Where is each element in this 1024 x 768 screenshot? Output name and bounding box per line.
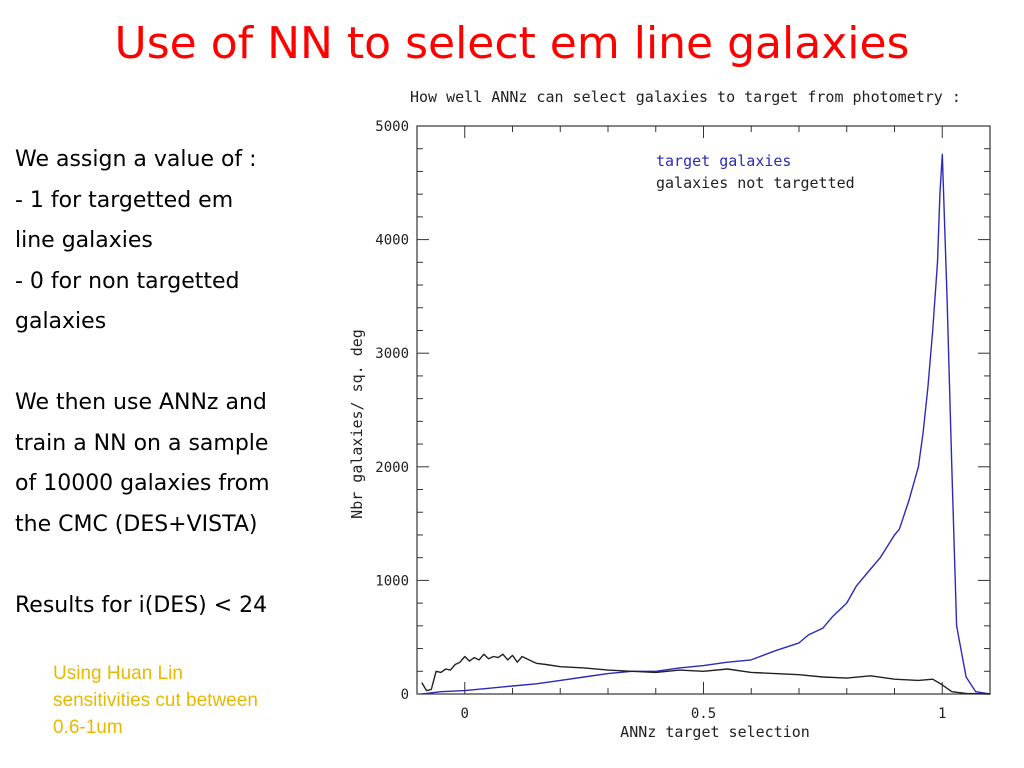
body-line: We then use ANNz and <box>15 390 267 415</box>
body-line: of 10000 galaxies from <box>15 471 270 496</box>
body-line: Results for i(DES) < 24 <box>15 592 268 618</box>
series-lines <box>421 153 991 695</box>
axis-ticks <box>416 125 991 695</box>
x-tick-labels: 0 0.5 1 <box>461 706 947 722</box>
body-line: We assign a value of : <box>15 147 257 172</box>
series-line-not-targetted <box>421 653 991 695</box>
series-line-target-galaxies <box>421 153 991 695</box>
note-line: 0.6-1um <box>53 717 123 738</box>
y-tick-label: 3000 <box>375 346 409 362</box>
plot-border <box>416 125 991 695</box>
slide-title: Use of NN to select em line galaxies <box>114 18 910 69</box>
body-line: - 0 for non targetted <box>15 268 240 294</box>
plot-frame <box>416 125 991 695</box>
body-text: We assign a value of : - 1 for targetted … <box>15 140 345 626</box>
note-line: sensitivities cut between <box>53 690 258 711</box>
body-line: the CMC (DES+VISTA) <box>15 511 258 537</box>
y-tick-labels: 0 1000 2000 3000 4000 5000 <box>375 119 409 703</box>
body-line: train a NN on a sample <box>15 430 269 456</box>
y-tick-label: 0 <box>401 687 409 703</box>
y-tick-label: 1000 <box>375 573 409 589</box>
y-tick-label: 5000 <box>375 119 409 135</box>
x-axis-label: ANNz target selection <box>620 723 810 741</box>
x-tick-label: 0 <box>461 706 469 722</box>
body-line: line galaxies <box>15 228 153 253</box>
body-line: - 1 for targetted em <box>15 187 234 213</box>
body-line: galaxies <box>15 309 107 334</box>
body-line <box>15 545 345 586</box>
y-tick-label: 4000 <box>375 233 409 249</box>
chart-title: How well ANNz can select galaxies to tar… <box>410 88 961 106</box>
legend: target galaxies galaxies not targetted <box>656 152 855 192</box>
x-tick-label: 0.5 <box>691 706 716 722</box>
body-line <box>15 343 345 384</box>
galaxy-selection-chart: How well ANNz can select galaxies to tar… <box>348 88 991 741</box>
y-axis-label: Nbr galaxies/ sq. deg <box>348 329 366 519</box>
note-line: Using Huan Lin <box>53 663 183 684</box>
sensitivity-note: Using Huan Lin sensitivities cut between 0… <box>53 660 353 741</box>
x-tick-label: 1 <box>938 706 946 722</box>
y-tick-label: 2000 <box>375 460 409 476</box>
legend-entry: galaxies not targetted <box>656 174 855 192</box>
legend-entry: target galaxies <box>656 152 791 170</box>
